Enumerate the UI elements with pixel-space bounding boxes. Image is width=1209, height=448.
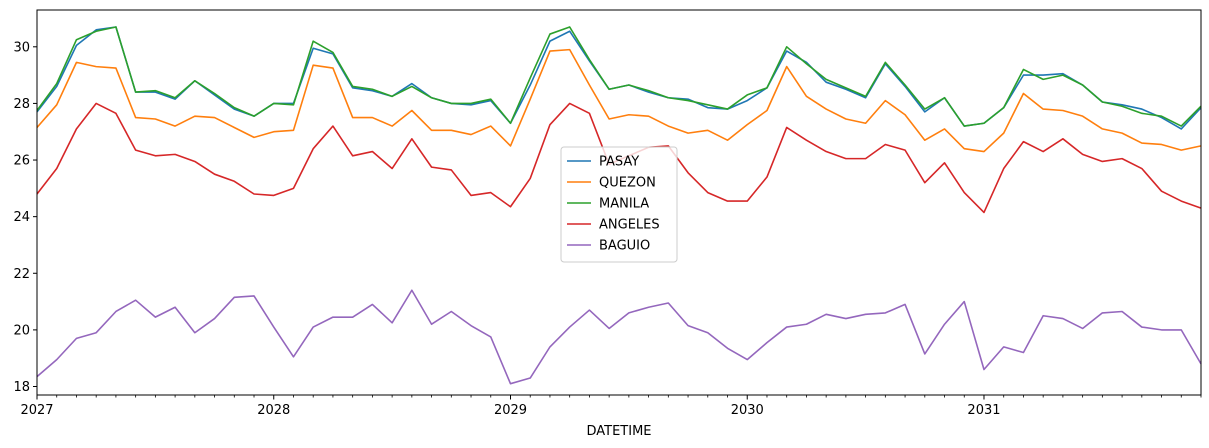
- legend-box: [560, 146, 678, 263]
- x-axis-title: DATETIME: [586, 424, 651, 439]
- legend-label-pasay: PASAY: [599, 155, 639, 170]
- y-tick-label: 28: [13, 97, 30, 112]
- x-axis: 2027 2028 2029 2030 2031: [20, 395, 1202, 418]
- y-tick-label: 24: [13, 210, 30, 225]
- x-tick-label: 2027: [20, 403, 53, 418]
- legend-label-baguio: BAGUIO: [599, 239, 650, 254]
- series-line-manila: [36, 26, 1202, 127]
- series-line-quezon: [36, 48, 1202, 153]
- y-axis: 18 20 22 24 26 28 30: [13, 40, 37, 395]
- y-tick-label: 30: [13, 40, 30, 55]
- legend-label-angeles: ANGELES: [599, 218, 660, 233]
- x-tick-label: 2031: [967, 403, 1000, 418]
- x-tick-label: 2029: [494, 403, 527, 418]
- legend-label-manila: MANILA: [599, 197, 649, 212]
- y-tick-label: 18: [13, 380, 30, 395]
- x-tick-label: 2030: [731, 403, 764, 418]
- series-line-baguio: [36, 289, 1202, 385]
- y-tick-label: 26: [13, 154, 30, 169]
- legend-label-quezon: QUEZON: [599, 176, 656, 191]
- plot-frame: [36, 9, 1202, 396]
- y-tick-label: 22: [13, 267, 30, 282]
- x-tick-label: 2028: [257, 403, 290, 418]
- y-tick-label: 20: [13, 323, 30, 338]
- legend: PASAY QUEZON MANILA ANGELES BAGUIO: [560, 146, 678, 263]
